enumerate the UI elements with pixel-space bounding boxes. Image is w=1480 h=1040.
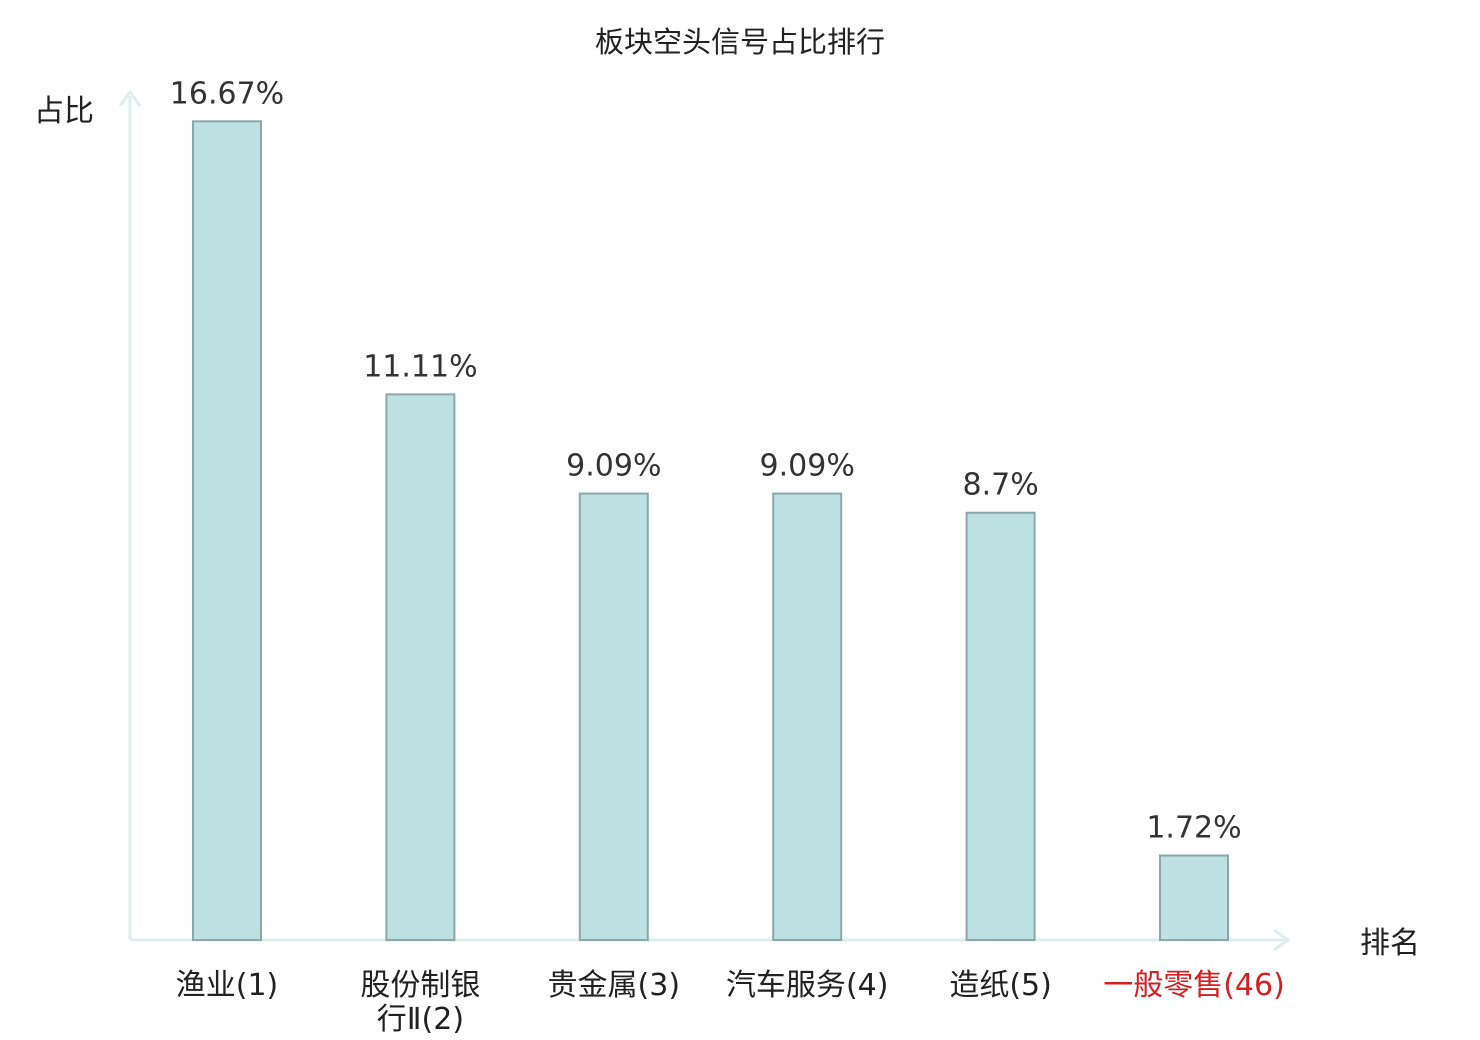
category-label-3: 贵金属(3) — [548, 968, 681, 1003]
category-label-4: 汽车服务(4) — [726, 968, 889, 1003]
value-label-4: 9.09% — [760, 449, 855, 484]
category-name: 股份制银 — [360, 968, 480, 1003]
category-name: 贵金属 — [548, 968, 638, 1003]
category-rank: (2) — [422, 1002, 465, 1037]
category-rank: (3) — [638, 968, 681, 1003]
value-labels-group: 16.67% 11.11% 9.09% 9.09% 8.7% 1.72% — [170, 76, 1242, 845]
value-label-3: 9.09% — [566, 449, 661, 484]
category-label-1: 渔业(1) — [176, 968, 279, 1003]
x-axis-arrow — [1273, 928, 1291, 952]
category-name: 造纸 — [949, 968, 1009, 1003]
category-name: 渔业 — [176, 968, 236, 1003]
category-rank: (46) — [1223, 968, 1285, 1003]
value-label-2: 11.11% — [363, 349, 477, 384]
x-axis-label: 排名 — [1360, 926, 1420, 961]
category-label-2: 股份制银行Ⅱ(2) — [360, 968, 480, 1037]
value-label-5: 8.7% — [962, 468, 1038, 503]
bars-group — [192, 120, 1229, 942]
bar-5 — [965, 511, 1036, 941]
value-label-1: 16.67% — [170, 76, 284, 111]
value-label-6: 1.72% — [1146, 811, 1241, 846]
bar-3 — [578, 492, 649, 941]
category-rank: (5) — [1009, 968, 1052, 1003]
y-axis-label: 占比 — [34, 94, 94, 129]
bar-2 — [385, 393, 456, 941]
bar-1 — [192, 120, 262, 942]
bar-6 — [1159, 854, 1229, 941]
category-rank: (4) — [846, 968, 889, 1003]
y-axis-arrow — [118, 89, 142, 107]
category-name: 汽车服务 — [726, 968, 846, 1003]
category-label-5: 造纸(5) — [949, 968, 1052, 1003]
category-name-line2: 行Ⅱ — [377, 1002, 422, 1037]
category-rank: (1) — [236, 968, 279, 1003]
category-label-6: 一般零售(46) — [1103, 968, 1285, 1003]
category-labels-group: 渔业(1) 股份制银行Ⅱ(2) 贵金属(3) 汽车服务(4) 造纸(5) 一般零售(46) — [176, 968, 1285, 1037]
chart-title: 板块空头信号占比排行 — [595, 25, 885, 59]
bar-4 — [772, 492, 843, 941]
category-name: 一般零售 — [1103, 968, 1223, 1003]
